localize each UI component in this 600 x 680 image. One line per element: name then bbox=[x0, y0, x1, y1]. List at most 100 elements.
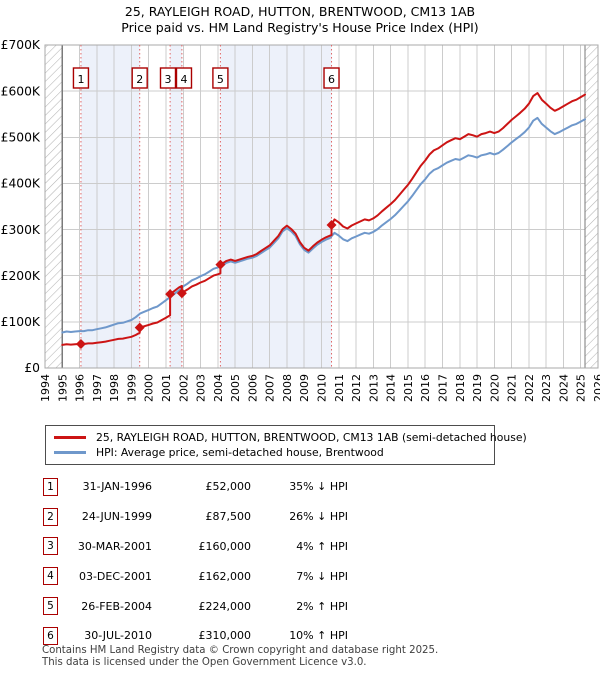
x-tick-label: 2002 bbox=[177, 374, 190, 402]
sale-number-label: 6 bbox=[328, 73, 335, 86]
sale-hpi-diff: 35% ↓ HPI bbox=[289, 480, 348, 494]
sale-row-number: 4 bbox=[43, 567, 58, 586]
y-tick-label: £700K bbox=[1, 38, 41, 52]
x-tick-label: 2005 bbox=[229, 374, 242, 402]
sale-price: £87,500 bbox=[205, 510, 252, 524]
x-tick-label: 2012 bbox=[350, 374, 363, 402]
sale-date: 26-FEB-2004 bbox=[81, 599, 152, 613]
x-tick-label: 2023 bbox=[540, 374, 553, 402]
legend-label: 25, RAYLEIGH ROAD, HUTTON, BRENTWOOD, CM… bbox=[96, 431, 527, 444]
x-tick-label: 2006 bbox=[246, 374, 259, 402]
x-tick-label: 1995 bbox=[56, 374, 69, 402]
sale-price: £160,000 bbox=[198, 539, 252, 553]
sale-price: £224,000 bbox=[198, 599, 252, 613]
sale-price: £310,000 bbox=[198, 629, 252, 643]
x-tick-label: 2016 bbox=[419, 374, 432, 402]
sale-markers bbox=[75, 219, 337, 350]
x-tick-label: 2021 bbox=[506, 374, 519, 402]
x-tick-label: 2014 bbox=[385, 374, 398, 402]
x-tick-label: 2020 bbox=[488, 374, 501, 402]
x-tick-label: 2024 bbox=[557, 374, 570, 402]
x-tick-label: 2025 bbox=[575, 374, 588, 402]
sale-date: 03-DEC-2001 bbox=[78, 569, 152, 583]
sale-row-number: 6 bbox=[43, 626, 58, 645]
legend-item: 25, RAYLEIGH ROAD, HUTTON, BRENTWOOD, CM… bbox=[54, 430, 527, 445]
sale-price: £52,000 bbox=[205, 480, 252, 494]
y-tick-label: £500K bbox=[1, 130, 41, 144]
x-tick-label: 2001 bbox=[160, 374, 173, 402]
y-tick-label: £200K bbox=[1, 269, 41, 283]
x-tick-label: 2008 bbox=[281, 374, 294, 402]
sale-row-number: 1 bbox=[43, 477, 58, 496]
sale-date: 24-JUN-1999 bbox=[81, 510, 152, 524]
sale-date: 30-JUL-2010 bbox=[84, 629, 152, 643]
sale-row: 2 24-JUN-1999 £87,500 26% ↓ HPI bbox=[43, 502, 348, 532]
x-tick-label: 2003 bbox=[195, 374, 208, 402]
hpi-line bbox=[61, 116, 586, 334]
sale-row-number: 5 bbox=[43, 597, 58, 616]
y-tick-label: £400K bbox=[1, 177, 41, 191]
sale-date: 30-MAR-2001 bbox=[77, 539, 152, 553]
x-tick-label: 1996 bbox=[74, 374, 87, 402]
x-tick-label: 2022 bbox=[523, 374, 536, 402]
sale-row: 5 26-FEB-2004 £224,000 2% ↑ HPI bbox=[43, 591, 348, 621]
sale-number-label: 1 bbox=[77, 73, 84, 86]
price-paid-line bbox=[61, 92, 586, 346]
x-tick-label: 2004 bbox=[212, 374, 225, 402]
sale-diamond bbox=[134, 322, 145, 333]
footer-line-1: Contains HM Land Registry data © Crown c… bbox=[42, 645, 439, 656]
sale-row-number: 3 bbox=[43, 537, 58, 556]
x-tick-label: 2017 bbox=[436, 374, 449, 402]
y-tick-label: £600K bbox=[1, 84, 41, 98]
sale-row-number: 2 bbox=[43, 507, 58, 526]
legend-item: HPI: Average price, semi-detached house,… bbox=[54, 445, 486, 460]
x-axis-labels: 1994 1995 1996 1997 1998 1999 2000 2001 2002 2003… bbox=[39, 374, 600, 402]
sale-number-label: 3 bbox=[164, 73, 171, 86]
sale-diamond bbox=[176, 288, 187, 299]
footer-line-2: This data is licensed under the Open Gov… bbox=[42, 656, 367, 668]
sale-price: £162,000 bbox=[198, 569, 252, 583]
x-tick-label: 1998 bbox=[108, 374, 121, 402]
x-tick-label: 2019 bbox=[471, 374, 484, 402]
sale-diamond bbox=[326, 219, 337, 230]
sale-hpi-diff: 4% ↑ HPI bbox=[296, 539, 348, 553]
licence-footer: Contains HM Land Registry data © Crown c… bbox=[42, 645, 438, 668]
sale-row: 3 30-MAR-2001 £160,000 4% ↑ HPI bbox=[43, 532, 348, 562]
no-data-hatch bbox=[44, 44, 599, 369]
sale-hpi-diff: 10% ↑ HPI bbox=[289, 629, 348, 643]
sale-date: 31-JAN-1996 bbox=[82, 480, 152, 494]
sale-diamond bbox=[75, 339, 86, 350]
x-tick-label: 2013 bbox=[367, 374, 380, 402]
y-tick-label: £100K bbox=[1, 315, 41, 329]
x-tick-label: 2010 bbox=[316, 374, 329, 402]
sale-number-label: 2 bbox=[136, 73, 143, 86]
x-tick-label: 2000 bbox=[143, 374, 156, 402]
page-subtitle: Price paid vs. HM Land Registry's House … bbox=[121, 20, 479, 35]
legend-label: HPI: Average price, semi-detached house,… bbox=[96, 446, 384, 459]
sale-diamond bbox=[215, 259, 226, 270]
y-tick-label: £300K bbox=[1, 223, 41, 237]
x-tick-label: 1999 bbox=[125, 374, 138, 402]
x-tick-label: 2015 bbox=[402, 374, 415, 402]
ownership-bands bbox=[80, 45, 332, 368]
x-tick-label: 1994 bbox=[39, 374, 52, 402]
sale-hpi-diff: 26% ↓ HPI bbox=[289, 510, 348, 524]
sale-hpi-diff: 2% ↑ HPI bbox=[296, 599, 348, 613]
x-tick-label: 2011 bbox=[333, 374, 346, 402]
price-history-chart: 1 2 3 4 5 6 £0 £100K £200K £300K £400K £500K £600K £7… bbox=[1, 38, 600, 402]
x-tick-label: 2018 bbox=[454, 374, 467, 402]
sale-number-label: 5 bbox=[217, 73, 224, 86]
y-tick-label: £0 bbox=[24, 361, 40, 375]
x-tick-label: 2009 bbox=[298, 374, 311, 402]
x-tick-label: 2026 bbox=[592, 374, 600, 402]
page-title: 25, RAYLEIGH ROAD, HUTTON, BRENTWOOD, CM… bbox=[124, 4, 476, 19]
sale-row: 6 30-JUL-2010 £310,000 10% ↑ HPI bbox=[43, 621, 348, 651]
x-tick-label: 1997 bbox=[91, 374, 104, 402]
price-line-swatch bbox=[54, 436, 86, 439]
sale-number-label: 4 bbox=[180, 73, 187, 86]
sales-table: 1 31-JAN-1996 £52,000 35% ↓ HPI 2 24-JUN-1999… bbox=[43, 472, 348, 651]
sale-diamond bbox=[165, 289, 176, 300]
x-tick-label: 2007 bbox=[264, 374, 277, 402]
